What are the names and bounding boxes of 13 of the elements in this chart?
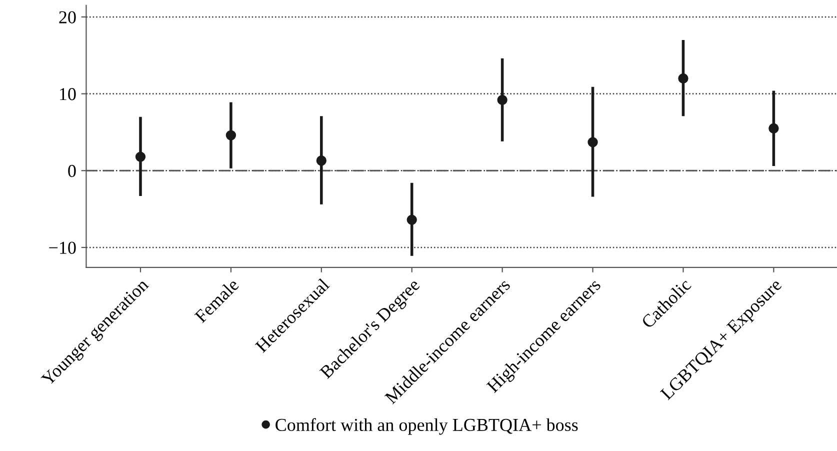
point: [406, 214, 417, 225]
point: [226, 130, 236, 140]
y-tick-label: 10: [60, 88, 76, 100]
y-tick-label: −10: [49, 242, 76, 254]
point: [135, 152, 146, 162]
y-tick-label: 0: [68, 164, 76, 178]
legend-label: Comfort with an openly LGBTQIA+ boss: [276, 418, 578, 435]
point: [678, 73, 688, 84]
point: [497, 94, 508, 106]
y-tick-label: 20: [59, 11, 76, 24]
point: [768, 123, 779, 134]
point: [316, 156, 326, 166]
point: [588, 137, 598, 148]
